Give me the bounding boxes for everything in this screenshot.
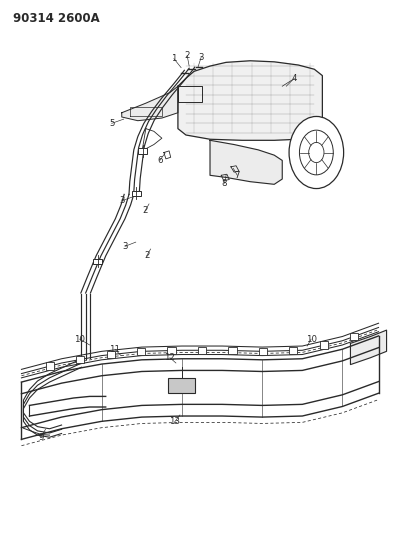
Text: 90314 2600A: 90314 2600A xyxy=(13,12,100,25)
Circle shape xyxy=(309,142,324,163)
Bar xyxy=(46,362,54,370)
Text: 10: 10 xyxy=(74,335,85,344)
Text: 4: 4 xyxy=(292,74,297,83)
Bar xyxy=(138,148,147,154)
Text: 5: 5 xyxy=(109,119,114,128)
Bar xyxy=(168,378,195,393)
Circle shape xyxy=(289,116,344,189)
Text: 12: 12 xyxy=(164,353,175,362)
Text: 1: 1 xyxy=(171,54,177,63)
Circle shape xyxy=(299,130,333,175)
Bar xyxy=(107,351,114,358)
Bar xyxy=(137,348,145,355)
Polygon shape xyxy=(122,86,178,120)
Bar xyxy=(350,333,358,340)
Text: 2: 2 xyxy=(184,51,190,60)
Polygon shape xyxy=(350,330,387,365)
Polygon shape xyxy=(210,140,282,184)
Text: 8: 8 xyxy=(222,179,227,188)
Text: 2: 2 xyxy=(144,252,149,261)
Bar xyxy=(168,347,175,354)
Bar xyxy=(259,348,267,355)
Bar xyxy=(132,191,141,196)
Text: 3: 3 xyxy=(122,242,128,251)
Bar xyxy=(320,342,328,349)
Bar xyxy=(76,356,84,364)
Text: 11: 11 xyxy=(109,345,120,354)
Polygon shape xyxy=(178,61,322,140)
Text: 6: 6 xyxy=(157,156,163,165)
Text: 13: 13 xyxy=(169,417,180,426)
Text: 3: 3 xyxy=(198,53,204,62)
Bar xyxy=(93,259,102,264)
Bar xyxy=(198,346,206,354)
Bar xyxy=(290,347,297,354)
Text: 9: 9 xyxy=(38,433,43,442)
Text: 7: 7 xyxy=(235,171,240,180)
Text: 10: 10 xyxy=(306,335,317,344)
Bar xyxy=(229,347,236,354)
Text: 3: 3 xyxy=(119,196,124,205)
Text: 2: 2 xyxy=(142,206,148,215)
